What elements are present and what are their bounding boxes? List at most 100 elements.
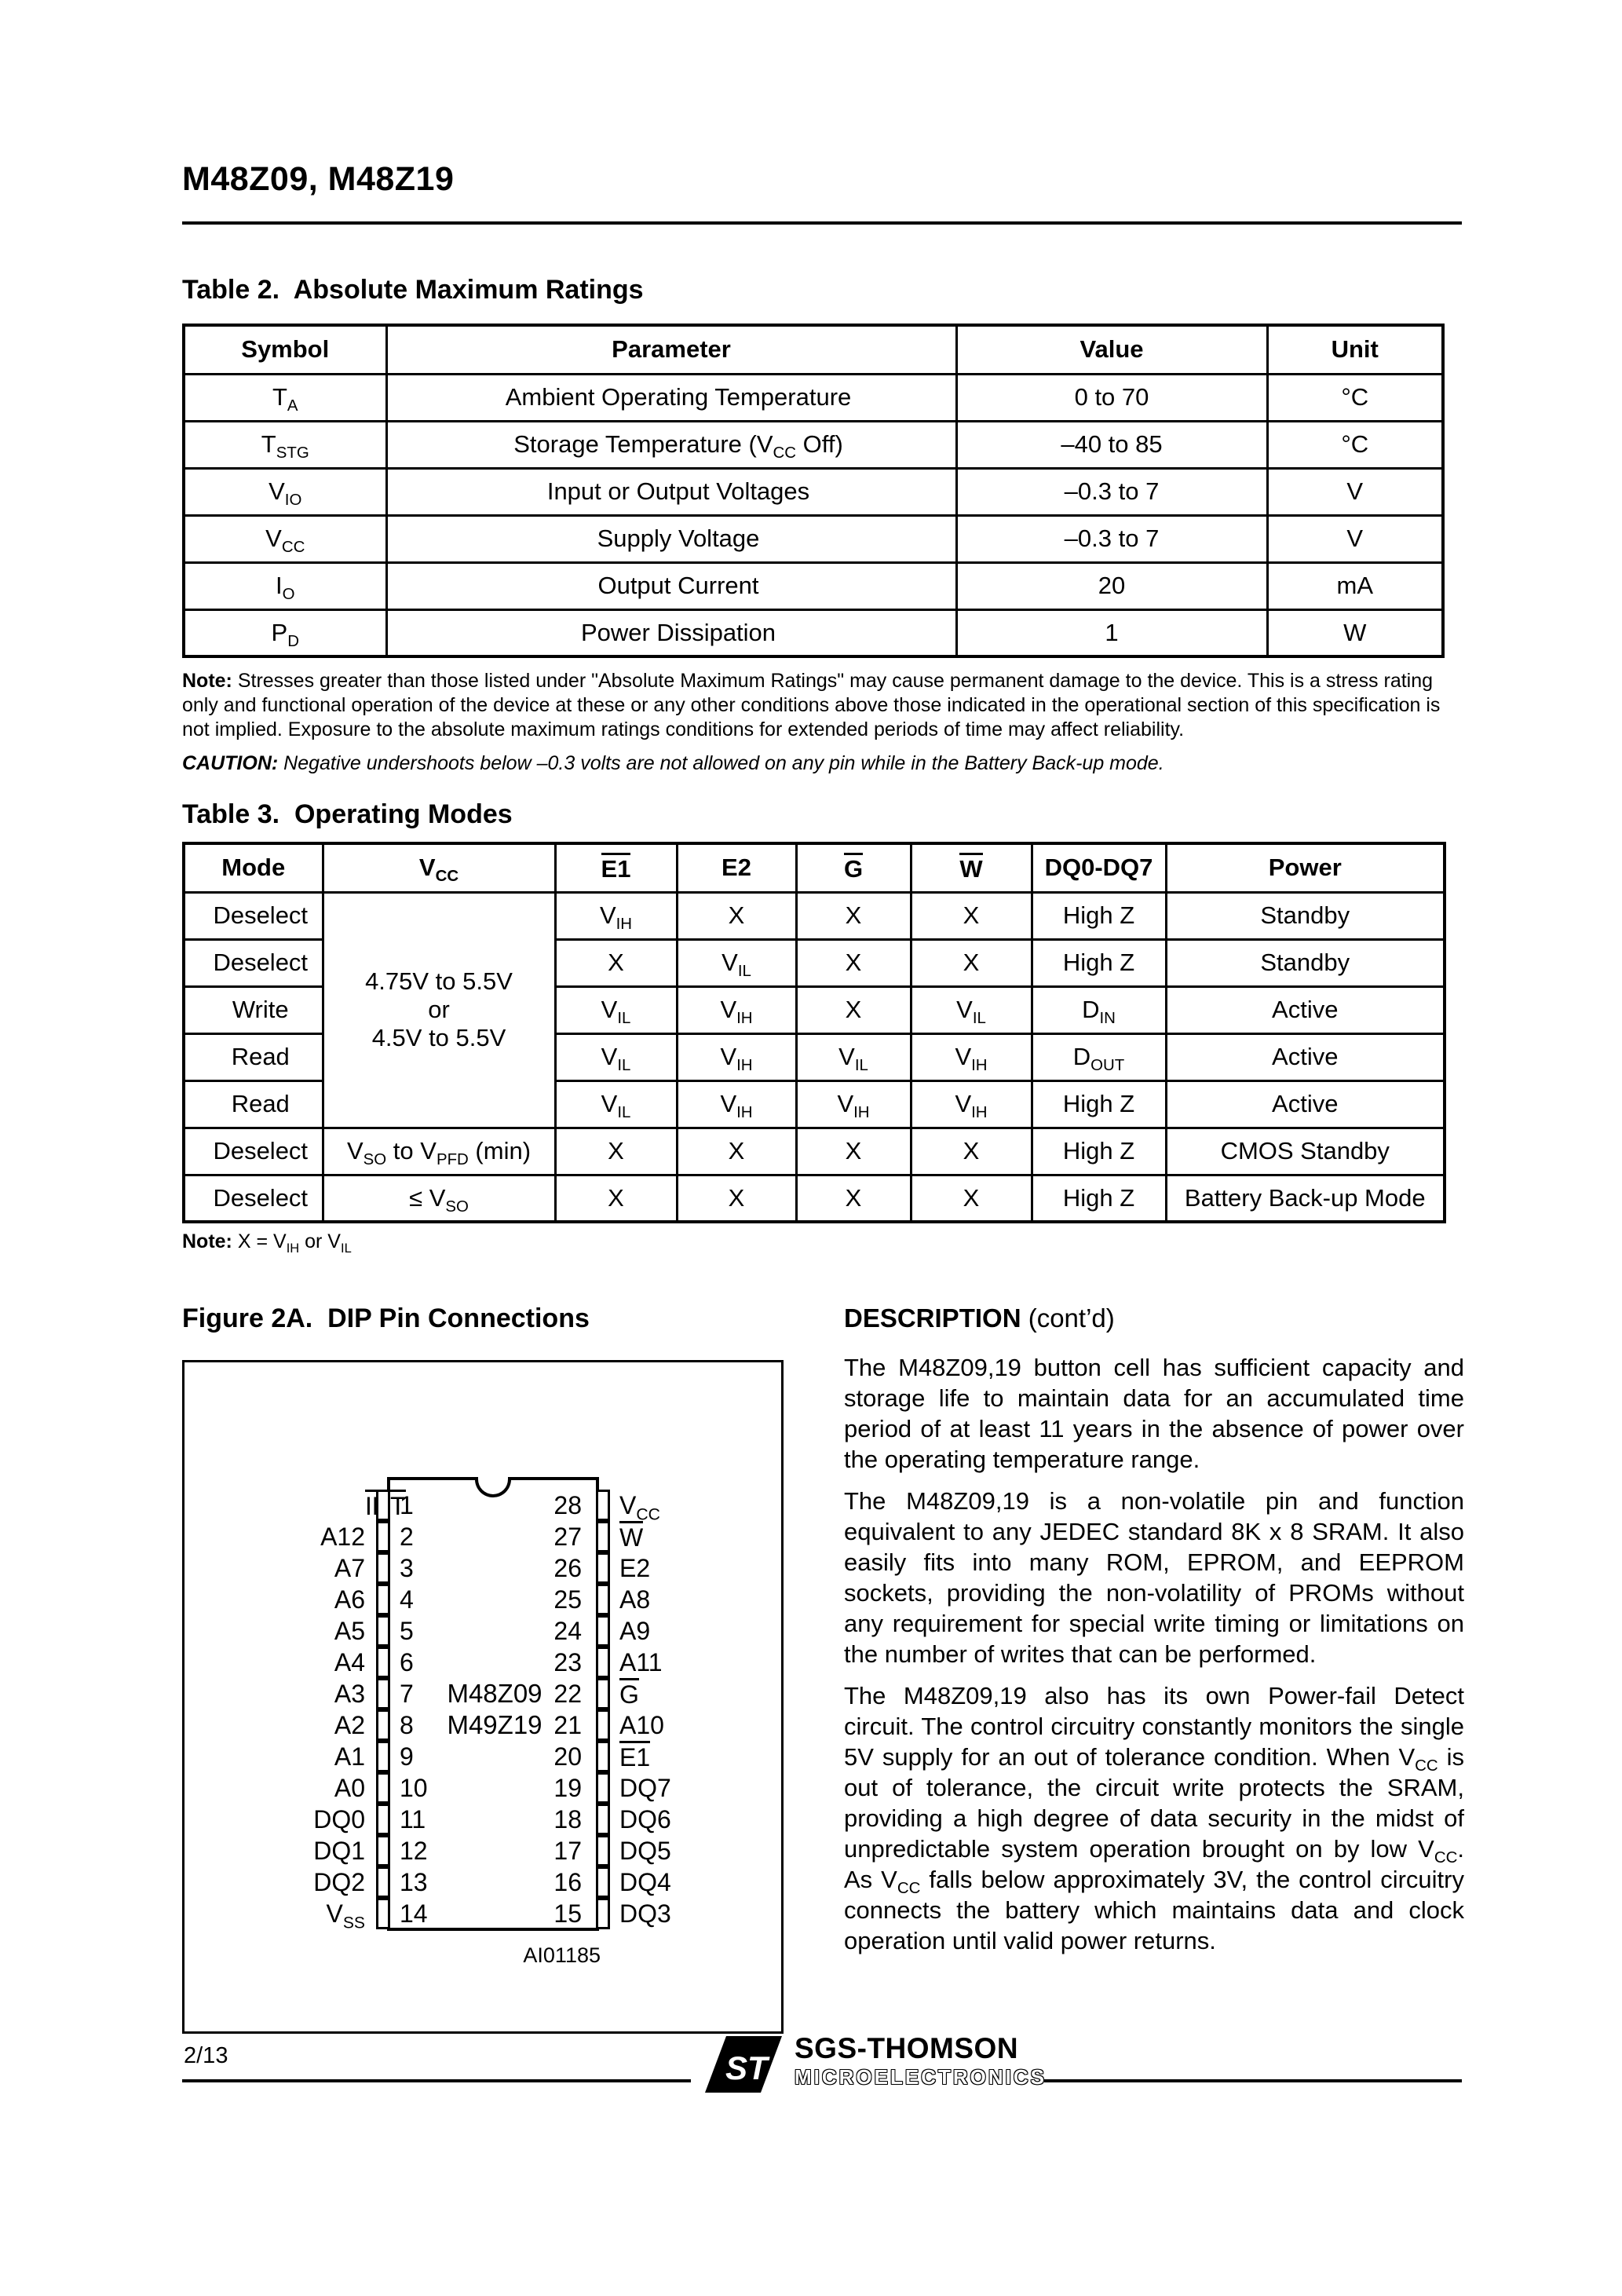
- pin-left-number: 1: [400, 1491, 414, 1519]
- pin-right-number: 26: [553, 1554, 582, 1582]
- figure2a-box: INT 1 28 VCC A12 2 27 W A7 3 26 E2 A6 4: [182, 1360, 784, 2034]
- pin-right-label: A9: [619, 1617, 651, 1645]
- pin-right-number: 21: [553, 1711, 582, 1739]
- pin-row-7: A3 7 22 G: [184, 1678, 781, 1709]
- column-header-vcc: VCC: [321, 842, 557, 894]
- cell-mode: Deselect: [182, 1173, 324, 1223]
- cell-parameter: Power Dissipation: [385, 608, 958, 658]
- cell-g: X: [795, 1173, 912, 1223]
- pin-left-stub: [376, 1709, 390, 1741]
- table3-note: Note: X = VIH or VIL: [182, 1230, 352, 1256]
- cell-value: –0.3 to 7: [955, 514, 1269, 564]
- cell-vcc-span: 4.75V to 5.5V or 4.5V to 5.5V: [321, 890, 557, 1129]
- column-header-dq: DQ0-DQ7: [1030, 842, 1167, 894]
- pin-right-label: DQ4: [619, 1868, 671, 1896]
- cell-e1: X: [553, 1126, 678, 1176]
- cell-e1: X: [553, 1173, 678, 1223]
- footer-rule-right: [1044, 2079, 1462, 2082]
- pin-left-number: 10: [400, 1774, 428, 1802]
- cell-value: 20: [955, 561, 1269, 611]
- cell-e1: VIH: [553, 890, 678, 941]
- pin-right-stub: [596, 1804, 610, 1835]
- pin-right-stub: [596, 1584, 610, 1615]
- column-header-g: G: [795, 842, 912, 894]
- cell-e2: VIL: [675, 938, 798, 988]
- table-row: Read VIL VIH VIL VIH DOUT Active: [182, 1032, 1446, 1082]
- cell-dq: DIN: [1030, 985, 1167, 1035]
- pin-left-stub: [376, 1772, 390, 1804]
- pin-left-label: A0: [334, 1774, 365, 1802]
- pin-left-label: VSS: [326, 1899, 365, 1932]
- pin-row-4: A6 4 25 A8: [184, 1584, 781, 1615]
- pin-left-number: 3: [400, 1554, 414, 1582]
- pin-right-number: 16: [553, 1868, 582, 1896]
- cell-symbol: TA: [182, 372, 388, 422]
- table-row: Write VIL VIH X VIL DIN Active: [182, 985, 1446, 1035]
- cell-mode: Read: [182, 1032, 324, 1082]
- pin-right-stub: [596, 1490, 610, 1521]
- cell-mode: Write: [182, 985, 324, 1035]
- column-header-e2: E2: [675, 842, 798, 894]
- pin-left-label: DQ2: [313, 1868, 365, 1896]
- pin-right-label: A11: [619, 1648, 663, 1676]
- cell-w: X: [909, 1126, 1033, 1176]
- pin-right-number: 17: [553, 1837, 582, 1865]
- pin-right-stub: [596, 1741, 610, 1772]
- cell-e2: VIH: [675, 985, 798, 1035]
- cell-e1: VIL: [553, 1032, 678, 1082]
- cell-w: X: [909, 938, 1033, 988]
- column-header-e1: E1: [553, 842, 678, 894]
- page-title: M48Z09, M48Z19: [182, 160, 455, 198]
- table2-note: Note: Stresses greater than those listed…: [182, 669, 1463, 742]
- cell-dq: High Z: [1030, 1079, 1167, 1129]
- table-row: PD Power Dissipation 1 W: [182, 608, 1445, 658]
- cell-g: X: [795, 938, 912, 988]
- table-row: Deselect VSO to VPFD (min) X X X X High …: [182, 1126, 1446, 1176]
- pin-left-label: A7: [334, 1554, 365, 1582]
- st-logo-icon: ST: [705, 2034, 782, 2095]
- pin-right-number: 24: [553, 1617, 582, 1645]
- pin-left-number: 13: [400, 1868, 428, 1896]
- pin-row-2: A12 2 27 W: [184, 1521, 781, 1552]
- footer-rule-left: [182, 2079, 691, 2082]
- column-header-mode: Mode: [182, 842, 324, 894]
- pin-left-label: DQ1: [313, 1837, 365, 1865]
- pin-left-stub: [376, 1647, 390, 1678]
- pin-right-stub: [596, 1835, 610, 1866]
- cell-parameter: Output Current: [385, 561, 958, 611]
- description-title: DESCRIPTION (cont’d): [844, 1303, 1464, 1333]
- table-row: TA Ambient Operating Temperature 0 to 70…: [182, 372, 1445, 422]
- pin-left-stub: [376, 1898, 390, 1929]
- cell-value: 0 to 70: [955, 372, 1269, 422]
- cell-vcc: VSO to VPFD (min): [321, 1126, 557, 1176]
- pin-right-stub: [596, 1709, 610, 1741]
- pin-left-stub: [376, 1615, 390, 1647]
- pin-right-stub: [596, 1647, 610, 1678]
- cell-value: –40 to 85: [955, 419, 1269, 470]
- pin-row-11: DQ0 11 18 DQ6: [184, 1804, 781, 1835]
- note-text: Stresses greater than those listed under…: [182, 670, 1441, 740]
- cell-g: X: [795, 985, 912, 1035]
- note-label: Note:: [182, 1230, 232, 1252]
- page-number: 2/13: [184, 2043, 228, 2068]
- svg-text:ST: ST: [725, 2049, 770, 2086]
- description-title-rest: (cont’d): [1021, 1303, 1115, 1333]
- caution-text: Negative undershoots below –0.3 volts ar…: [278, 752, 1164, 774]
- table-row: VCC Supply Voltage –0.3 to 7 V: [182, 514, 1445, 564]
- cell-symbol: IO: [182, 561, 388, 611]
- cell-dq: High Z: [1030, 1126, 1167, 1176]
- table3-operating-modes: Mode VCC E1 E2 G W DQ0-DQ7 Power Deselec…: [182, 842, 1446, 1223]
- cell-parameter: Input or Output Voltages: [385, 466, 958, 517]
- cell-symbol: VIO: [182, 466, 388, 517]
- cell-g: VIH: [795, 1079, 912, 1129]
- cell-mode: Deselect: [182, 938, 324, 988]
- pin-right-label: VCC: [619, 1491, 660, 1524]
- logo-company-name: SGS-THOMSON: [795, 2032, 1019, 2064]
- table-row: Read VIL VIH VIH VIH High Z Active: [182, 1079, 1446, 1129]
- pin-right-number: 25: [553, 1585, 582, 1614]
- dip-chip-body: [387, 1477, 599, 1931]
- table3-title: Table 3. Operating Modes: [182, 799, 513, 829]
- note-text: X = VIH or VIL: [232, 1230, 352, 1256]
- pin-left-stub: [376, 1490, 390, 1521]
